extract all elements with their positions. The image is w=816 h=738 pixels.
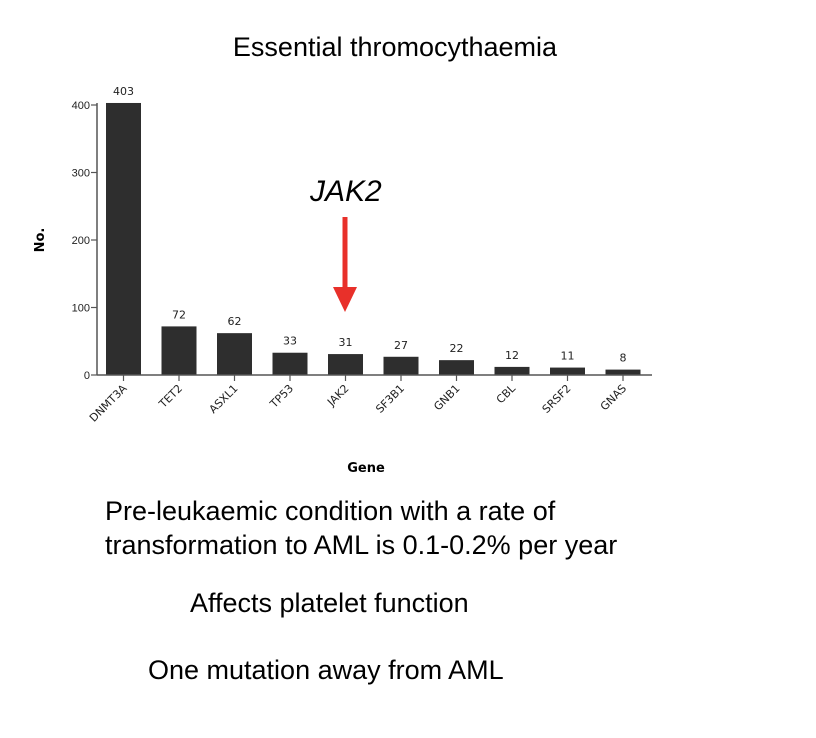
note-transformation: Pre-leukaemic condition with a rate of t…: [105, 494, 617, 562]
bar-gnb1: [439, 360, 474, 375]
bars-group: 403 72 62 33 31 27 22 12 11 8: [106, 85, 641, 375]
data-label: 33: [283, 335, 297, 348]
note-line-2: transformation to AML is 0.1-0.2% per ye…: [105, 530, 618, 560]
y-tick-label: 300: [72, 168, 90, 180]
x-tick-label: TP53: [267, 382, 296, 411]
bar-tp53: [272, 352, 308, 375]
x-axis-label: Gene: [347, 461, 385, 476]
y-tick-label: 200: [72, 235, 90, 247]
slide-title: Essential thromocythaemia: [232, 32, 558, 62]
data-label: 11: [561, 350, 575, 363]
data-label: 22: [450, 342, 464, 355]
y-tick-label: 0: [84, 370, 90, 382]
jak2-arrow: [333, 217, 357, 312]
data-label: 27: [394, 339, 408, 352]
x-tick-label: SF3B1: [373, 382, 407, 416]
y-axis-label: No.: [33, 228, 48, 253]
x-tick-label: GNAS: [598, 382, 629, 413]
bar-jak2: [328, 354, 363, 375]
x-tick-label: JAK2: [324, 382, 351, 409]
x-tick-label: GNB1: [431, 382, 462, 413]
bar-asxl1: [217, 333, 252, 375]
data-label: 8: [620, 352, 627, 365]
y-tick-label: 400: [72, 100, 90, 112]
bar-dnmt3a: [106, 102, 141, 375]
x-tick-label: CBL: [494, 381, 519, 406]
bar-cbl: [494, 366, 530, 375]
note-mutation: One mutation away from AML: [148, 655, 504, 685]
y-tick-label: 100: [72, 303, 90, 315]
data-label: 12: [505, 349, 519, 362]
data-label: 72: [172, 308, 186, 321]
data-label: 31: [339, 336, 353, 349]
data-label: 62: [228, 315, 242, 328]
bar-sf3b1: [383, 356, 419, 375]
x-tick-label: DNMT3A: [87, 382, 130, 425]
bar-srsf2: [550, 367, 585, 375]
axes-group: 0 100 200 300 400 DNMT3A TET2 ASXL1 TP53 JAK2 SF3B…: [72, 100, 652, 425]
arrow-head: [333, 287, 357, 312]
bar-tet2: [161, 326, 197, 375]
x-tick-label: TET2: [156, 382, 185, 411]
bar-gnas: [605, 369, 641, 375]
x-tick-label: ASXL1: [207, 382, 241, 416]
data-label: 403: [113, 85, 134, 98]
note-line-1: Pre-leukaemic condition with a rate of: [105, 496, 556, 526]
x-tick-label: SRSF2: [540, 382, 574, 416]
note-platelet: Affects platelet function: [190, 588, 469, 618]
jak2-annotation: JAK2: [310, 175, 382, 208]
